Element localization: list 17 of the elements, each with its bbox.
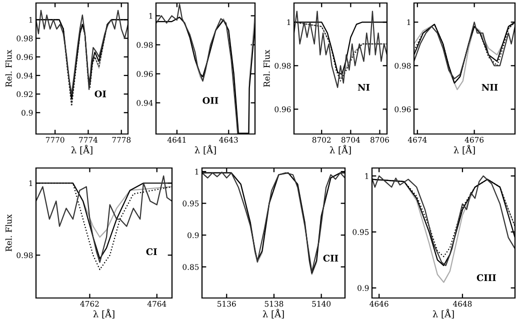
annotation: NII	[482, 84, 498, 91]
x-axis-title: λ [Å]	[432, 308, 454, 318]
annotation: OII	[202, 97, 218, 104]
y-axis-title: Rel. Flux	[263, 50, 270, 87]
annotation: CII	[323, 254, 338, 262]
annotation: CIII	[476, 274, 496, 282]
y-axis-title: Rel. Flux	[5, 214, 12, 252]
x-axis-title: λ [Å]	[194, 144, 216, 154]
y-axis-title: Rel. Flux	[5, 50, 12, 87]
annotation: OI	[94, 90, 106, 98]
annotation: CI	[146, 248, 157, 256]
annotation: NI	[358, 84, 370, 91]
x-axis-title: λ [Å]	[262, 308, 284, 318]
x-axis-title: λ [Å]	[330, 144, 351, 154]
x-axis-title: λ [Å]	[71, 144, 92, 154]
x-axis-title: λ [Å]	[454, 144, 475, 154]
x-axis-title: λ [Å]	[93, 308, 114, 318]
